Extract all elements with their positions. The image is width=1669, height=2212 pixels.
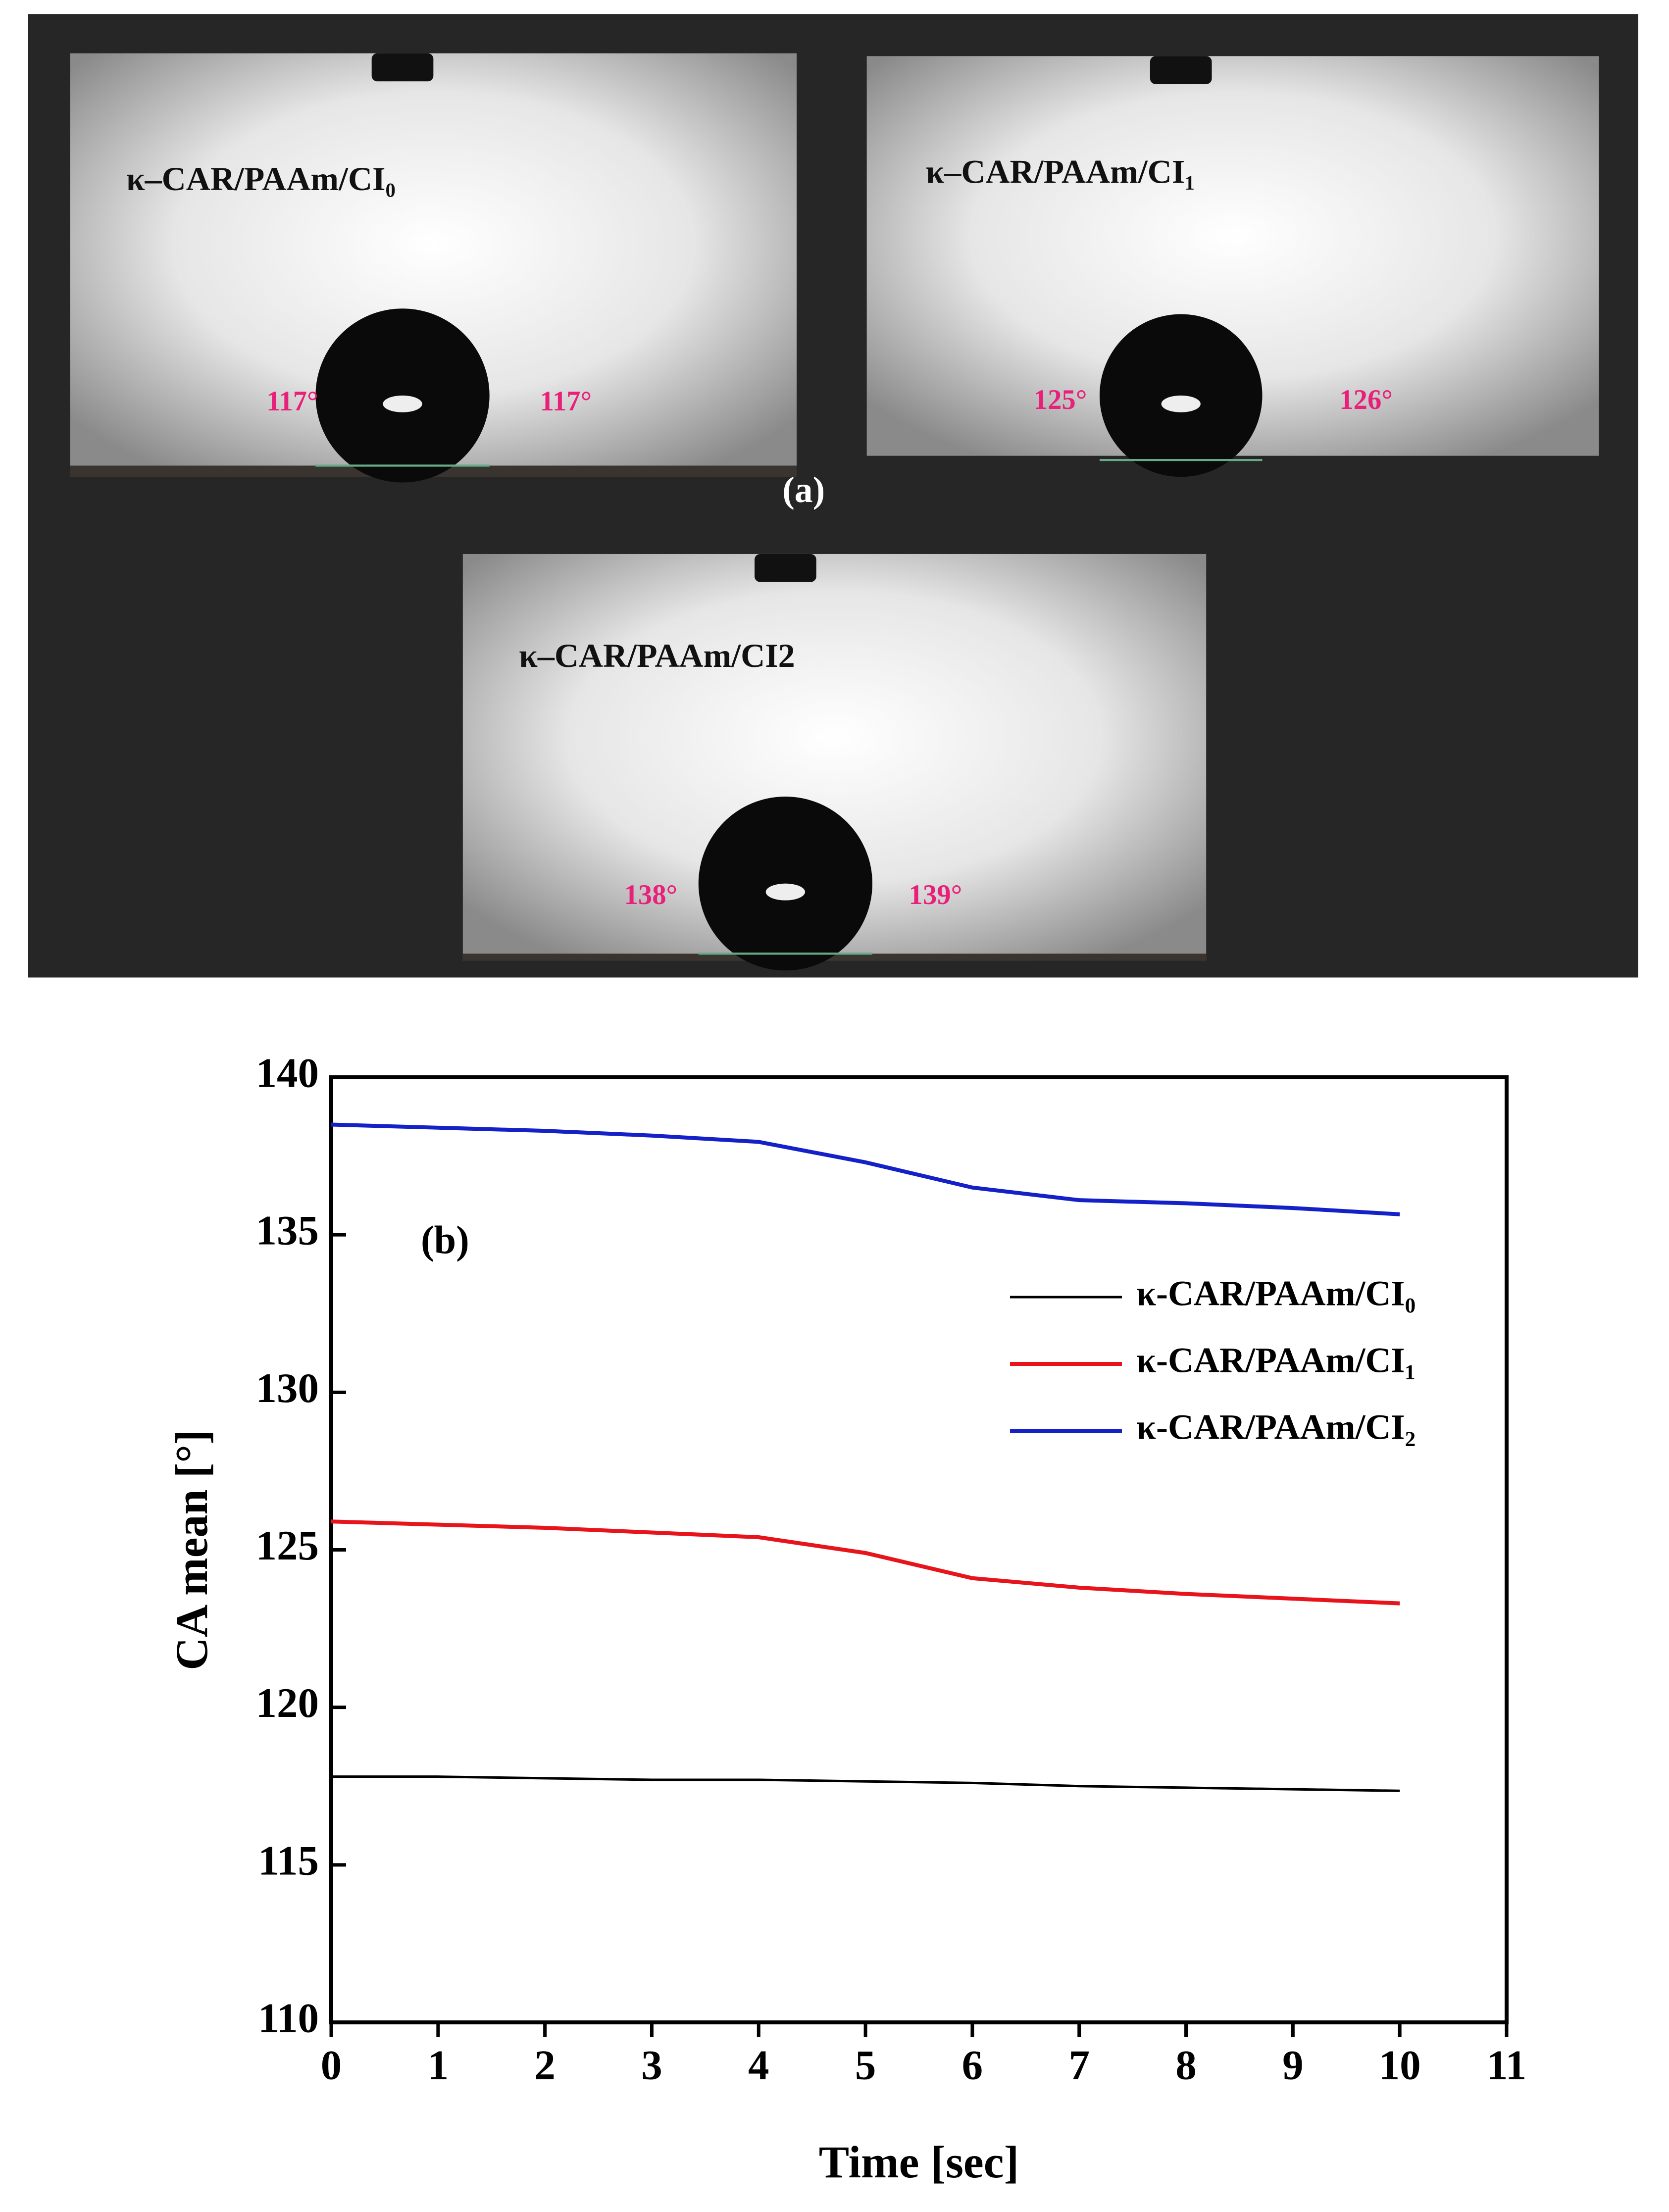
droplet [698,797,873,971]
x-tick-label: 5 [855,2042,876,2089]
data-line [331,1122,1400,1216]
needle [1150,56,1212,84]
angle-label: 117° [540,386,592,417]
data-line [331,1775,1400,1792]
y-tick-label: 140 [256,1050,319,1097]
photo: κ–CAR/PAAm/CI₀ 117° 117° [70,53,797,483]
photo: κ–CAR/PAAm/CI₁ 125° 126° [866,56,1599,477]
x-tick-label: 8 [1175,2042,1197,2089]
y-tick-label: 125 [256,1522,319,1569]
y-axis-title: CA mean [°] [166,1429,217,1670]
x-tick-label: 11 [1487,2042,1526,2089]
x-tick-label: 4 [748,2042,769,2089]
angle-label: 125° [1034,385,1087,415]
x-tick-label: 3 [641,2042,662,2089]
y-tick-label: 120 [256,1680,319,1726]
y-tick-label: 135 [256,1207,319,1254]
angle-label: 139° [909,880,962,910]
x-tick-label: 9 [1282,2042,1304,2089]
x-tick-label: 1 [428,2042,449,2089]
data-line [331,1519,1400,1606]
sample-label: κ–CAR/PAAm/CI₁ [926,153,1195,191]
legend-label: κ-CAR/PAAm/CI₀ [1136,1274,1416,1313]
y-tick-label: 115 [258,1837,319,1884]
x-axis-title: Time [sec] [819,2137,1019,2187]
angle-label: 138° [624,880,678,910]
sample-label: κ–CAR/PAAm/CI2 [519,637,795,674]
reflection [383,395,422,412]
plot-frame [329,1075,1509,2024]
x-tick-label: 7 [1068,2042,1090,2089]
x-tick-label: 10 [1379,2042,1421,2089]
photo: κ–CAR/PAAm/CI2 138° 139° [462,553,1207,971]
substrate [462,954,1207,961]
reflection [1161,395,1201,412]
x-tick-label: 6 [962,2042,983,2089]
reflection [765,883,806,901]
angle-label: 117° [266,386,318,417]
annotation: (b) [421,1218,469,1262]
sample-label: κ–CAR/PAAm/CI₀ [126,160,396,198]
y-tick-label: 110 [258,1995,319,2042]
x-tick-label: 0 [321,2042,342,2089]
legend-label: κ-CAR/PAAm/CI₂ [1136,1408,1416,1447]
x-tick-label: 2 [534,2042,556,2089]
angle-label: 126° [1339,385,1393,415]
needle [755,553,816,582]
legend-label: κ-CAR/PAAm/CI₁ [1136,1341,1416,1380]
y-tick-label: 130 [256,1365,319,1411]
needle [371,53,434,82]
